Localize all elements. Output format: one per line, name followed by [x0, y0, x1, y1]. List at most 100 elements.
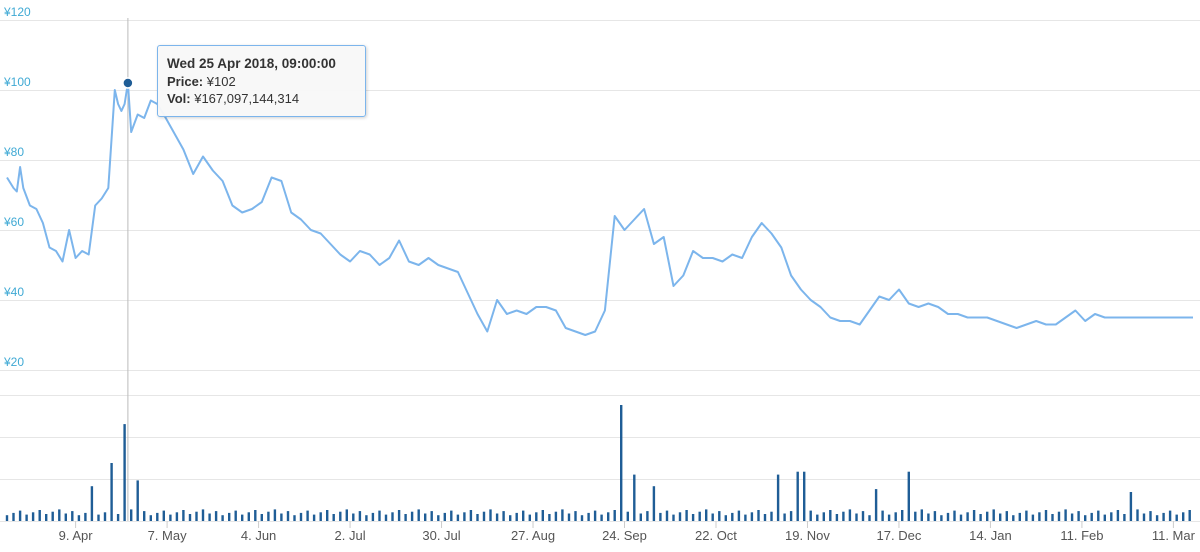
y-tick-label: ¥120 [3, 5, 31, 19]
volume-bar [143, 511, 146, 521]
volume-bar [1097, 510, 1100, 521]
volume-bar [116, 514, 120, 521]
volume-bar [365, 515, 368, 521]
volume-bar [1103, 514, 1106, 521]
volume-bar [489, 509, 492, 521]
volume-bar [822, 512, 825, 521]
volume-bar [659, 512, 662, 521]
volume-bar [103, 512, 107, 521]
volume-bar [1110, 512, 1113, 521]
volume-bar [809, 510, 812, 521]
volume-bar [482, 511, 486, 521]
volume-bar [1005, 511, 1008, 521]
volume-bar [607, 512, 610, 521]
volume-bar [665, 510, 669, 521]
volume-bar [979, 514, 982, 521]
volume-bar [45, 514, 48, 521]
y-tick-label: ¥100 [3, 75, 31, 89]
volume-bar [711, 513, 714, 521]
x-tick-label: 7. May [148, 528, 188, 543]
price-tooltip: Wed 25 Apr 2018, 09:00:00 Price: ¥102 Vo… [157, 45, 366, 117]
volume-bar [881, 510, 884, 521]
tooltip-price-row: Price: ¥102 [167, 73, 356, 90]
volume-bar [58, 509, 61, 521]
volume-bar [842, 511, 845, 521]
volume-bar [162, 510, 165, 521]
volume-bar [430, 511, 433, 521]
volume-bar [450, 510, 453, 521]
volume-bar [463, 512, 466, 521]
volume-bar [97, 514, 100, 521]
volume-bar [299, 512, 303, 521]
x-tick-label: 17. Dec [877, 528, 922, 543]
volume-bar [1070, 513, 1074, 521]
volume-bar [195, 511, 198, 521]
volume-bar [816, 514, 819, 521]
volume-bar [646, 511, 649, 521]
volume-bar [907, 471, 910, 521]
volume-bar [763, 514, 767, 521]
x-tick-label: 14. Jan [969, 528, 1012, 543]
volume-bar [698, 511, 701, 521]
volume-bar [397, 510, 401, 521]
volume-bar [600, 514, 603, 521]
y-tick-label: ¥80 [3, 145, 24, 159]
volume-bar [293, 515, 296, 521]
volume-bar [352, 513, 355, 521]
volume-bar [718, 511, 721, 521]
x-tick-label: 9. Apr [59, 528, 94, 543]
volume-bar [1018, 512, 1021, 521]
volume-bar [1182, 512, 1185, 521]
volume-bar [345, 509, 348, 521]
volume-bar [776, 474, 780, 521]
x-tick-label: 24. Sep [602, 528, 647, 543]
volume-bar [110, 463, 113, 521]
volume-bar [31, 512, 35, 521]
volume-bar [593, 510, 597, 521]
y-tick-label: ¥60 [3, 215, 24, 229]
x-tick-label: 11. Mar [1152, 528, 1196, 543]
volume-bar [737, 510, 741, 521]
volume-bar [678, 512, 682, 521]
volume-bar [626, 511, 629, 521]
volume-bar [927, 513, 930, 521]
volume-bar [685, 510, 688, 521]
x-axis-labels: 9. Apr 7. May 4. Jun 2. Jul 30. Jul 27. Aug 24… [59, 521, 1196, 543]
tooltip-vol-row: Vol: ¥167,097,144,314 [167, 90, 356, 107]
volume-bar [1012, 515, 1015, 521]
volume-bar [796, 471, 799, 521]
volume-bar [992, 509, 995, 521]
volume-bar [175, 512, 179, 521]
x-tick-label: 4. Jun [241, 528, 276, 543]
volume-bar [580, 515, 584, 521]
volume-bar [332, 514, 335, 521]
volume-bar [18, 510, 22, 521]
volume-bar [64, 513, 67, 521]
volume-bar [319, 512, 322, 521]
hover-point-marker[interactable] [122, 77, 134, 89]
volume-bar [548, 514, 551, 521]
volume-bar [914, 511, 917, 521]
volume-bar [933, 511, 937, 521]
volume-bar [339, 511, 342, 521]
volume-bar [750, 512, 754, 521]
volume-bar [848, 509, 852, 521]
volume-bar [391, 512, 394, 521]
volume-bar [404, 514, 407, 521]
volume-bar [639, 513, 642, 521]
volume-bar [469, 510, 473, 521]
volume-bar [1142, 513, 1146, 521]
volume-bar [77, 515, 81, 521]
volume-bar [502, 511, 505, 521]
volume-bar [12, 512, 15, 521]
volume-bar [437, 515, 440, 521]
volume-bar [855, 513, 858, 521]
volume-bar [443, 512, 446, 521]
volume-bar [835, 514, 839, 521]
volume-bar [214, 511, 218, 521]
volume-bar [789, 511, 793, 521]
volume-bar [1168, 510, 1172, 521]
volume-bar [149, 515, 152, 521]
volume-bar [1077, 511, 1080, 521]
volume-bar [731, 512, 734, 521]
